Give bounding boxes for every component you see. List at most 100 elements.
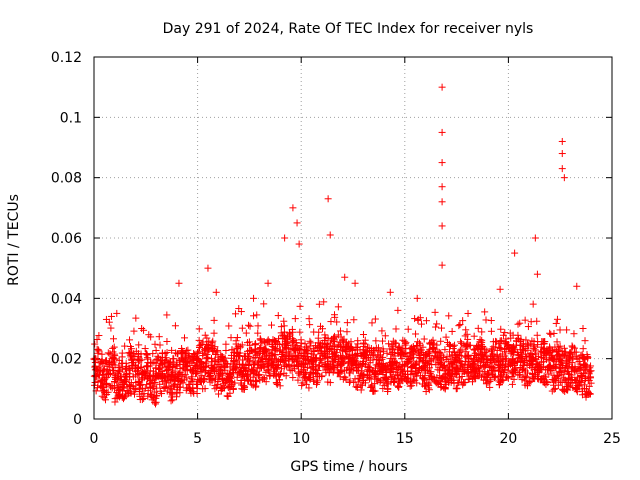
data-point <box>550 385 558 393</box>
data-point <box>411 346 419 354</box>
data-point <box>580 366 588 374</box>
data-point <box>476 338 484 346</box>
data-point <box>438 198 446 206</box>
data-point <box>295 240 303 248</box>
data-point <box>521 316 529 324</box>
data-point <box>208 339 216 347</box>
data-point <box>318 359 326 367</box>
data-point <box>314 367 322 375</box>
data-point <box>232 310 240 318</box>
data-point <box>314 346 322 354</box>
data-point <box>109 367 117 375</box>
data-point <box>323 354 331 362</box>
data-point <box>572 352 580 360</box>
data-point <box>458 346 466 354</box>
data-point <box>548 355 556 363</box>
data-point <box>250 294 258 302</box>
data-point <box>371 315 379 323</box>
data-point <box>312 355 320 363</box>
data-point <box>122 359 130 367</box>
data-point <box>509 370 517 378</box>
data-point <box>294 376 302 384</box>
data-point <box>151 340 159 348</box>
data-point <box>315 362 323 370</box>
data-point <box>563 386 571 394</box>
data-point <box>406 352 414 360</box>
data-points <box>90 83 595 408</box>
data-point <box>225 322 233 330</box>
data-point <box>564 357 572 365</box>
data-point <box>111 361 119 369</box>
data-point <box>116 377 124 385</box>
data-point <box>412 361 420 369</box>
data-point <box>392 325 400 333</box>
chart-title: Day 291 of 2024, Rate Of TEC Index for r… <box>163 21 534 37</box>
data-point <box>447 375 455 383</box>
data-point <box>437 337 445 345</box>
data-point <box>530 341 538 349</box>
data-point <box>253 378 261 386</box>
data-point <box>296 328 304 336</box>
data-point <box>425 386 433 394</box>
data-point <box>463 340 471 348</box>
data-point <box>275 335 283 343</box>
data-point <box>346 377 354 385</box>
data-point <box>441 346 449 354</box>
data-point <box>418 320 426 328</box>
data-point <box>295 344 303 352</box>
data-point <box>439 362 447 370</box>
data-point <box>587 367 595 375</box>
data-point <box>282 372 290 380</box>
data-point <box>280 328 288 336</box>
data-point <box>343 319 351 327</box>
data-point <box>381 332 389 340</box>
data-point <box>580 381 588 389</box>
data-point <box>438 128 446 136</box>
data-point <box>318 325 326 333</box>
data-point <box>116 364 124 372</box>
data-point <box>324 195 332 203</box>
data-point <box>305 384 313 392</box>
data-point <box>440 384 448 392</box>
data-point <box>579 369 587 377</box>
data-point <box>216 365 224 373</box>
data-point <box>501 329 509 337</box>
data-point <box>511 365 519 373</box>
x-tick-label: 0 <box>90 431 99 447</box>
data-point <box>244 353 252 361</box>
data-point <box>198 359 206 367</box>
data-point <box>487 327 495 335</box>
data-point <box>326 379 334 387</box>
data-point <box>104 349 112 357</box>
data-point <box>376 351 384 359</box>
data-point <box>262 378 270 386</box>
data-point <box>473 343 481 351</box>
data-point <box>163 387 171 395</box>
data-point <box>422 317 430 325</box>
data-point <box>426 351 434 359</box>
data-point <box>576 377 584 385</box>
data-point <box>133 365 141 373</box>
data-point <box>313 379 321 387</box>
data-point <box>260 374 268 382</box>
data-point <box>508 380 516 388</box>
data-point <box>560 174 568 182</box>
data-point <box>167 397 175 405</box>
data-point <box>95 347 103 355</box>
data-point <box>420 374 428 382</box>
data-point <box>456 321 464 329</box>
data-point <box>265 367 273 375</box>
data-point <box>289 374 297 382</box>
data-point <box>101 375 109 383</box>
data-point <box>393 359 401 367</box>
data-point <box>95 332 103 340</box>
x-tick-label: 15 <box>396 431 414 447</box>
data-point <box>464 358 472 366</box>
data-point <box>378 327 386 335</box>
data-point <box>306 337 314 345</box>
data-point <box>171 322 179 330</box>
grid-lines <box>94 57 612 419</box>
data-point <box>520 361 528 369</box>
data-point <box>290 336 298 344</box>
data-point <box>333 318 341 326</box>
